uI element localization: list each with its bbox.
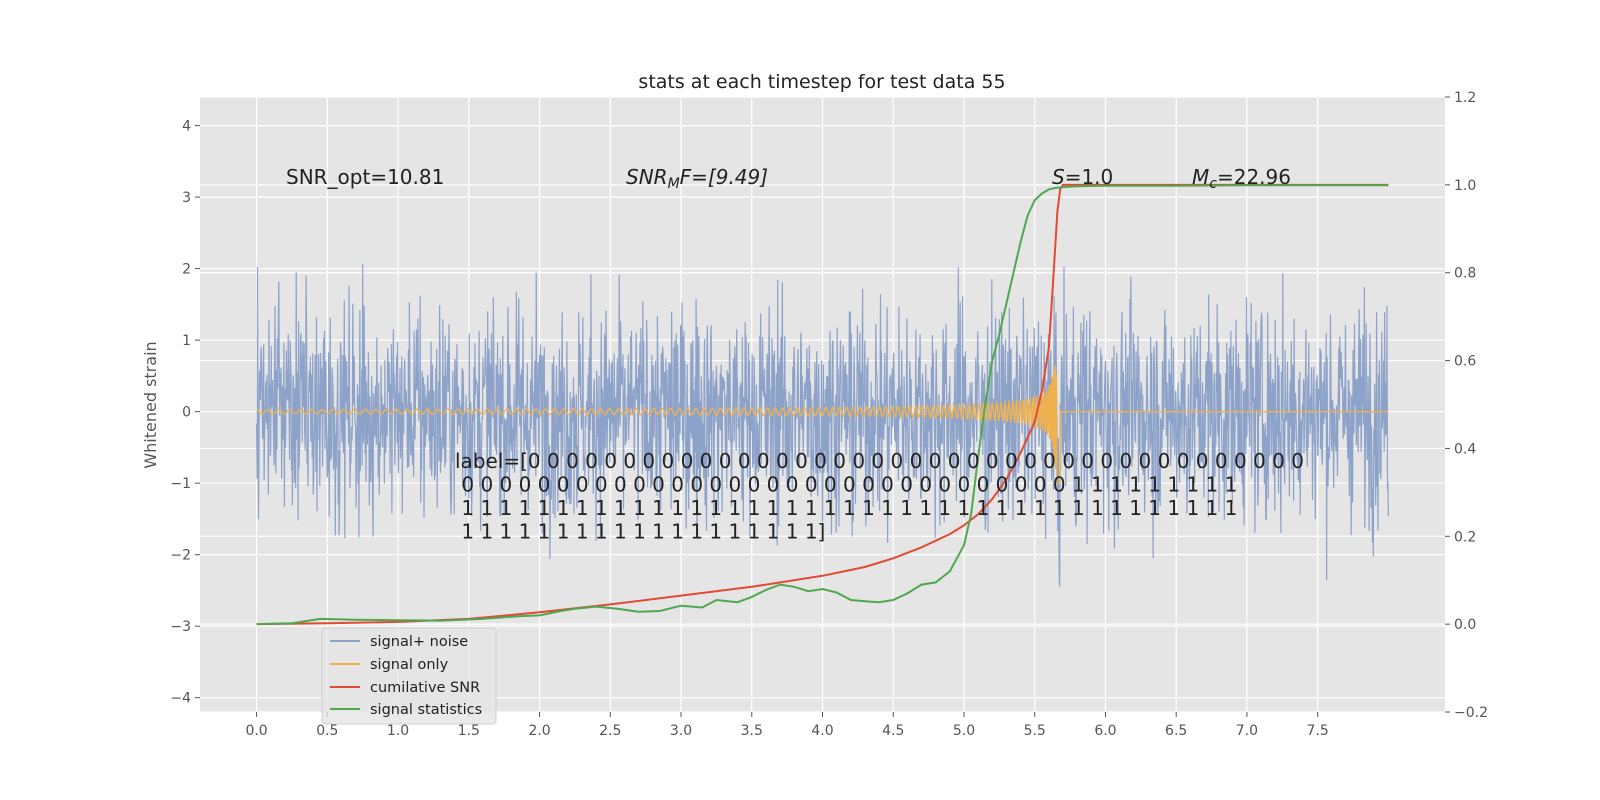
- label-line: 0 0 0 0 0 0 0 0 0 0 0 0 0 0 0 0 0 0 0 0 …: [455, 473, 1237, 497]
- x-tick-label: 2.5: [599, 723, 621, 739]
- y-tick-label: −2: [170, 548, 191, 564]
- label-line: label=[0 0 0 0 0 0 0 0 0 0 0 0 0 0 0 0 0…: [455, 449, 1304, 473]
- legend-label-signal: signal only: [370, 657, 449, 673]
- x-tick-label: 6.0: [1094, 723, 1116, 739]
- x-tick-label: 6.5: [1165, 723, 1187, 739]
- signal-noise-line: [256, 263, 1389, 587]
- annotation-snr-opt: SNR_opt=10.81: [286, 165, 444, 189]
- x-axis-ticks: 0.0 0.5 1.0 1.5 2.0 2.5 3.0 3.5 4.0 4.5 5.0 5.5 6.0 6…: [245, 712, 1329, 739]
- y-tick-label: −3: [170, 619, 191, 635]
- x-tick-label: 5.5: [1024, 723, 1046, 739]
- legend-label-snr: cumilative SNR: [370, 680, 480, 696]
- signal-statistics-line: [256, 184, 1389, 626]
- label-line: 1 1 1 1 1 1 1 1 1 1 1 1 1 1 1 1 1 1 1 1 …: [455, 496, 1237, 520]
- annotation-mc-value: =22.96: [1217, 165, 1291, 189]
- y2-tick-label: 0.6: [1454, 354, 1476, 370]
- y-tick-label: 1: [182, 333, 191, 349]
- annotation-s-label: S: [1052, 165, 1065, 189]
- y-tick-label: −4: [170, 691, 191, 707]
- legend-label-stats: signal statistics: [370, 702, 482, 718]
- annotation-s: S=1.0: [1052, 165, 1113, 189]
- x-tick-label: 4.0: [811, 723, 833, 739]
- y-axis-ticks: −4 −3 −2 −1 0 1 2 3 4: [170, 119, 200, 707]
- y2-tick-label: 0.0: [1454, 617, 1476, 633]
- y-axis-label: Whitened strain: [141, 341, 160, 468]
- x-tick-label: 3.5: [741, 723, 763, 739]
- annotation-mc-sub: c: [1209, 176, 1217, 192]
- x-tick-label: 1.0: [387, 723, 409, 739]
- annotation-mc-label: M: [1192, 165, 1209, 189]
- x-tick-label: 0.0: [245, 723, 267, 739]
- y-tick-label: −1: [170, 476, 191, 492]
- x-tick-label: 3.0: [670, 723, 692, 739]
- annotation-mc: Mc=22.96: [1192, 165, 1291, 192]
- legend-box: [321, 627, 497, 725]
- y2-tick-label: 0.4: [1454, 441, 1476, 457]
- x-tick-label: 1.5: [458, 723, 480, 739]
- y-tick-label: 4: [182, 119, 191, 135]
- y2-tick-label: 0.2: [1454, 529, 1476, 545]
- label-annotation: label=[0 0 0 0 0 0 0 0 0 0 0 0 0 0 0 0 0…: [455, 449, 1304, 544]
- y2-axis-ticks: −0.2 0.0 0.2 0.4 0.6 0.8 1.0 1.2: [1445, 90, 1488, 721]
- x-tick-label: 7.5: [1307, 723, 1329, 739]
- x-tick-label: 2.0: [528, 723, 550, 739]
- y-tick-label: 3: [182, 190, 191, 206]
- y-tick-label: 0: [182, 405, 191, 421]
- y2-tick-label: 1.2: [1454, 90, 1476, 106]
- chart-title: stats at each timestep for test data 55: [638, 71, 1005, 93]
- y-tick-label: 2: [182, 262, 191, 278]
- label-line: 1 1 1 1 1 1 1 1 1 1 1 1 1 1 1 1 1 1 1]: [455, 520, 825, 544]
- x-tick-label: 4.5: [882, 723, 904, 739]
- annotation-snr-mf-label: SNR: [626, 165, 668, 189]
- annotation-snr-mf: SNRMF=[9.49]: [626, 165, 768, 192]
- x-tick-label: 0.5: [316, 723, 338, 739]
- y2-tick-label: 1.0: [1454, 178, 1476, 194]
- x-tick-label: 7.0: [1236, 723, 1258, 739]
- annotation-snr-mf-rest: F=[9.49]: [680, 165, 768, 189]
- y2-tick-label: −0.2: [1454, 705, 1488, 721]
- legend: signal+ noise signal only cumilative SNR…: [321, 627, 497, 725]
- signal-only-line: [256, 365, 1389, 484]
- x-tick-label: 5.0: [953, 723, 975, 739]
- annotation-s-value: =1.0: [1065, 165, 1114, 189]
- legend-label-noise: signal+ noise: [370, 634, 468, 650]
- y2-tick-label: 0.8: [1454, 266, 1476, 282]
- annotation-snr-mf-sub: M: [668, 176, 680, 192]
- cumulative-snr-line: [256, 183, 1389, 626]
